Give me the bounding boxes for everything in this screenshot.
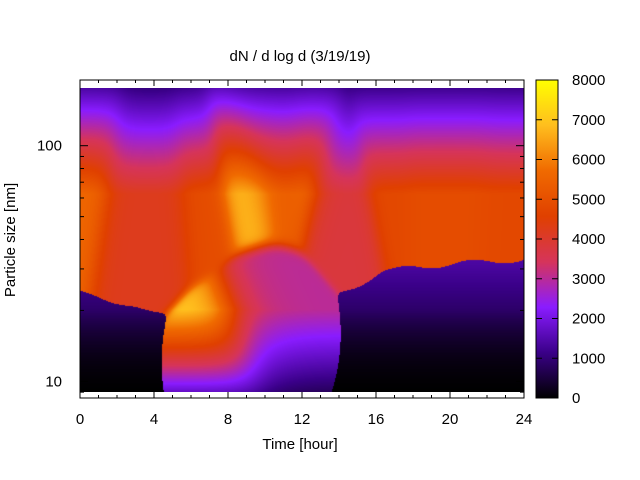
y-tick-label: 10 [45,373,62,390]
colorbar-tick-label: 2000 [572,311,605,328]
chart-title: dN / d log d (3/19/19) [230,48,371,65]
colorbar-tick-label: 7000 [572,112,605,129]
y-axis: 10 100 [37,138,524,393]
colorbar-tick-label: 4000 [572,231,605,248]
x-tick-label: 0 [76,411,84,428]
x-axis: 0 4 8 12 16 20 24 [76,80,533,428]
colorbar-tick-label: 8000 [572,72,605,89]
heatmap-canvas [80,88,524,392]
colorbar-tick-label: 5000 [572,191,605,208]
x-axis-title: Time [hour] [262,436,337,453]
x-tick-label: 4 [150,411,158,428]
colorbar: 0 1000 2000 3000 4000 5000 6000 7000 8000 [535,72,605,407]
y-axis-title: Particle size [nm] [2,183,19,297]
colorbar-tick-label: 3000 [572,271,605,288]
colorbar-tick-label: 0 [572,390,580,407]
x-tick-label: 24 [516,411,533,428]
x-tick-label: 12 [294,411,311,428]
y-tick-label: 100 [37,138,62,155]
colorbar-tick-label: 6000 [572,152,605,169]
plot-area [80,80,524,398]
colorbar-tick-label: 1000 [572,350,605,367]
x-tick-label: 8 [224,411,232,428]
x-tick-label: 16 [368,411,385,428]
x-tick-label: 20 [442,411,459,428]
